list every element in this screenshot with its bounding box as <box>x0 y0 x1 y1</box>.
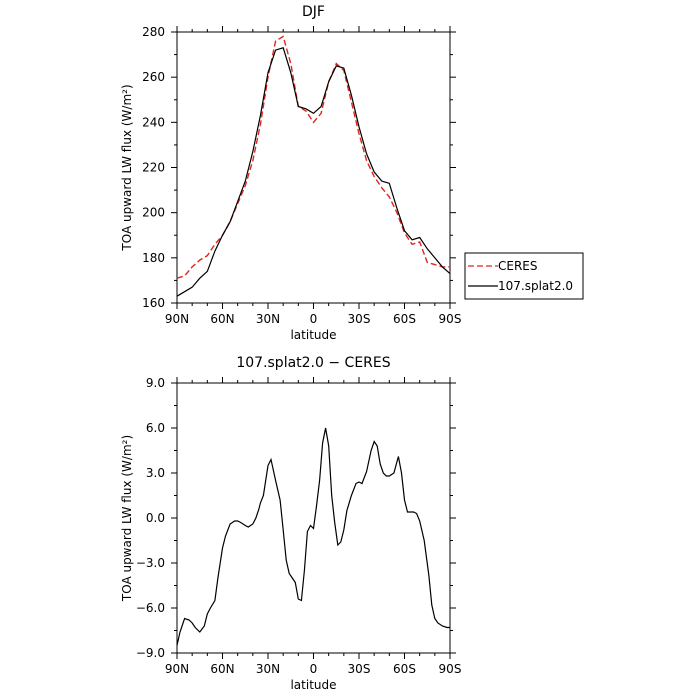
bottom-xtick-label: 60N <box>210 662 234 676</box>
top-xtick-label: 60N <box>210 312 234 326</box>
top-ytick-label: 220 <box>142 161 165 175</box>
bottom-ytick-label: −3.0 <box>136 556 165 570</box>
legend: CERES 107.splat2.0 <box>464 252 584 300</box>
legend-box <box>464 252 584 300</box>
bottom-ytick-label: 6.0 <box>146 421 165 435</box>
bottom-xtick-label: 90N <box>165 662 189 676</box>
top-ytick-label: 180 <box>142 251 165 265</box>
bottom-chart-title: 107.splat2.0 − CERES <box>236 355 390 371</box>
bottom-plot-frame <box>176 382 451 654</box>
top-xtick-label: 60S <box>393 312 416 326</box>
top-ytick-label: 160 <box>142 296 165 310</box>
bottom-ytick-label: 0.0 <box>146 511 165 525</box>
bottom-xtick-label: 30S <box>348 662 371 676</box>
bottom-ytick-label: 9.0 <box>146 376 165 390</box>
bottom-x-axis-label: latitude <box>290 678 336 692</box>
bottom-y-axis-label: TOA upward LW flux (W/m²) <box>120 435 134 602</box>
top-ytick-label: 280 <box>142 25 165 39</box>
top-xtick-label: 90N <box>165 312 189 326</box>
bottom-xtick-label: 0 <box>310 662 318 676</box>
top-chart-title: DJF <box>302 4 325 20</box>
top-chart-panel: 90N 60N 30N 0 30S 60S 90S 160 180 200 220 240 260 280… <box>120 4 461 342</box>
top-xtick-label: 0 <box>310 312 318 326</box>
top-xtick-label: 90S <box>439 312 462 326</box>
bottom-xtick-label: 30N <box>256 662 280 676</box>
bottom-ytick-label: −9.0 <box>136 646 165 660</box>
bottom-xtick-label: 60S <box>393 662 416 676</box>
bottom-chart-panel: 90N 60N 30N 0 30S 60S 90S −9.0 −6.0 −3.0 0.0 3.0 6.0… <box>120 355 461 692</box>
bottom-xtick-label: 90S <box>439 662 462 676</box>
top-ytick-label: 240 <box>142 115 165 129</box>
top-series-line-1 <box>176 47 451 297</box>
bottom-ytick-label: −6.0 <box>136 601 165 615</box>
legend-label-1: 107.splat2.0 <box>498 279 573 293</box>
bottom-ytick-label: 3.0 <box>146 466 165 480</box>
top-ytick-label: 260 <box>142 70 165 84</box>
bottom-series-line-0 <box>176 427 450 646</box>
top-y-axis-label: TOA upward LW flux (W/m²) <box>120 84 134 251</box>
top-series-line-0 <box>176 35 450 279</box>
top-plot-frame <box>176 31 451 304</box>
top-x-axis-label: latitude <box>290 328 336 342</box>
legend-label-0: CERES <box>498 259 538 273</box>
top-xtick-label: 30N <box>256 312 280 326</box>
top-ytick-label: 200 <box>142 206 165 220</box>
top-xtick-label: 30S <box>348 312 371 326</box>
